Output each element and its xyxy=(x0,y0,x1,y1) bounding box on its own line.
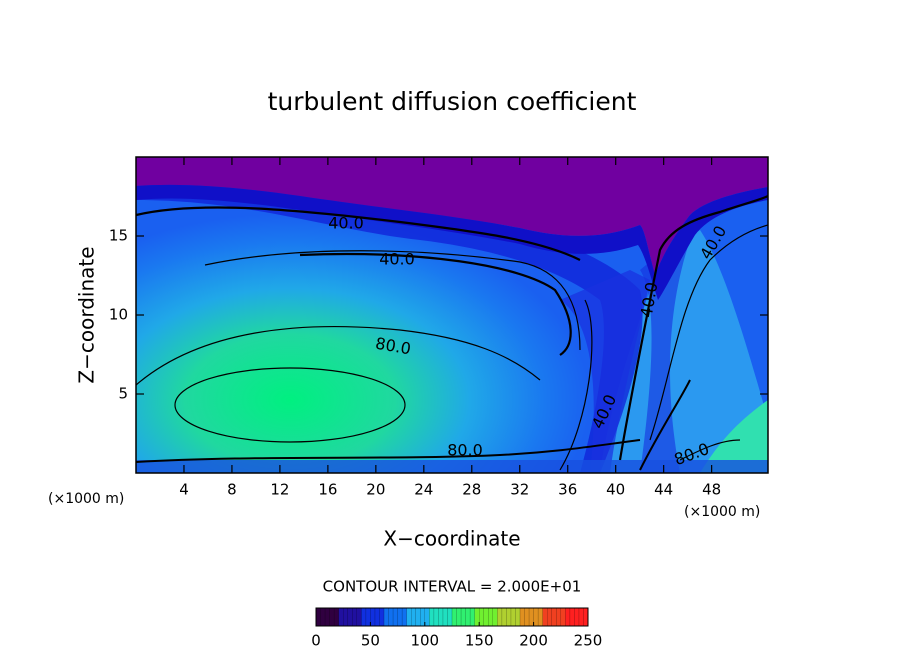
colorbar-cell xyxy=(402,608,408,626)
colorbar-cell xyxy=(506,608,512,626)
colorbar-cell xyxy=(547,608,553,626)
colorbar-cell xyxy=(325,608,331,626)
x-axis-label: X−coordinate xyxy=(383,527,520,551)
contour-interval: CONTOUR INTERVAL = 2.000E+01 xyxy=(323,578,582,596)
colorbar-cell xyxy=(483,608,489,626)
colorbar-cell xyxy=(384,608,390,626)
x-tick-label: 48 xyxy=(702,481,721,499)
colorbar-cell xyxy=(420,608,426,626)
colorbar-cell xyxy=(334,608,340,626)
colorbar-cell xyxy=(365,608,371,626)
colorbar-cell xyxy=(347,608,353,626)
chart-title: turbulent diffusion coefficient xyxy=(268,87,637,116)
colorbar-cell xyxy=(488,608,494,626)
colorbar-cell xyxy=(479,608,485,626)
colorbar-cell xyxy=(524,608,530,626)
x-tick-label: 4 xyxy=(179,481,189,499)
colorbar-cell xyxy=(574,608,580,626)
colorbar-cell xyxy=(338,608,344,626)
colorbar-cell xyxy=(415,608,421,626)
colorbar-cell xyxy=(474,608,480,626)
colorbar-cell xyxy=(370,608,376,626)
x-tick-label: 8 xyxy=(227,481,237,499)
colorbar-cell xyxy=(551,608,557,626)
colorbar-cell xyxy=(411,608,417,626)
colorbar-cell xyxy=(388,608,394,626)
x-tick-label: 28 xyxy=(462,481,481,499)
colorbar-cell xyxy=(374,608,380,626)
colorbar-cell xyxy=(569,608,575,626)
colorbar-cell xyxy=(379,608,385,626)
colorbar-cell xyxy=(556,608,562,626)
colorbar-cell xyxy=(515,608,521,626)
colorbar-cell xyxy=(529,608,535,626)
colorbar-cell xyxy=(470,608,476,626)
colorbar-cell xyxy=(429,608,435,626)
y-tick-label: 15 xyxy=(109,227,128,245)
colorbar-cell xyxy=(560,608,566,626)
colorbar-cell xyxy=(329,608,335,626)
colorbar-frame xyxy=(315,607,589,627)
x-unit: (×1000 m) xyxy=(684,504,760,520)
colorbar-cell xyxy=(447,608,453,626)
colorbar-cell xyxy=(452,608,458,626)
colorbar-cell xyxy=(406,608,412,626)
colorbar-cell xyxy=(565,608,571,626)
colorbar-cell xyxy=(578,608,584,626)
colorbar-cell xyxy=(542,608,548,626)
colorbar-cell xyxy=(533,608,539,626)
contour-label: 40.0 xyxy=(328,214,364,233)
y-unit: (×1000 m) xyxy=(48,491,124,507)
x-tick-label: 24 xyxy=(414,481,433,499)
colorbar-cell xyxy=(352,608,358,626)
colorbar-cell xyxy=(361,608,367,626)
colorbar-tick-label: 200 xyxy=(519,632,548,650)
colorbar-cell xyxy=(438,608,444,626)
x-tick-label: 40 xyxy=(606,481,625,499)
colorbar-tick-label: 50 xyxy=(361,632,380,650)
colorbar-cell xyxy=(520,608,526,626)
colorbar-cell xyxy=(461,608,467,626)
colorbar-cell xyxy=(497,608,503,626)
x-tick-label: 44 xyxy=(654,481,673,499)
colorbar-cell xyxy=(356,608,362,626)
contour-label: 40.0 xyxy=(379,250,415,269)
colorbar-cell xyxy=(492,608,498,626)
colorbar-cell xyxy=(397,608,403,626)
colorbar-cell xyxy=(424,608,430,626)
x-tick-label: 32 xyxy=(510,481,529,499)
colorbar-cell xyxy=(343,608,349,626)
x-tick-label: 12 xyxy=(270,481,289,499)
colorbar-cell xyxy=(433,608,439,626)
colorbar-tick-label: 0 xyxy=(311,632,321,650)
x-tick-label: 16 xyxy=(318,481,337,499)
colorbar-cell xyxy=(510,608,516,626)
colorbar-cell xyxy=(465,608,471,626)
colorbar-cell xyxy=(442,608,448,626)
x-tick-label: 36 xyxy=(558,481,577,499)
x-tick-label: 20 xyxy=(366,481,385,499)
colorbar-tick-label: 100 xyxy=(410,632,439,650)
colorbar-cell xyxy=(538,608,544,626)
colorbar-cell xyxy=(583,608,589,626)
colorbar-cell xyxy=(393,608,399,626)
y-axis-label: Z−coordinate xyxy=(75,246,99,383)
colorbar-tick-label: 150 xyxy=(465,632,494,650)
colorbar-cell xyxy=(456,608,462,626)
colorbar-cell xyxy=(320,608,326,626)
y-tick-label: 5 xyxy=(118,385,128,403)
colorbar-cell xyxy=(501,608,507,626)
y-tick-label: 10 xyxy=(109,306,128,324)
colorbar-cell xyxy=(316,608,322,626)
contour-field xyxy=(136,157,768,473)
contour-label: 80.0 xyxy=(447,441,483,460)
colorbar-tick-label: 250 xyxy=(574,632,603,650)
